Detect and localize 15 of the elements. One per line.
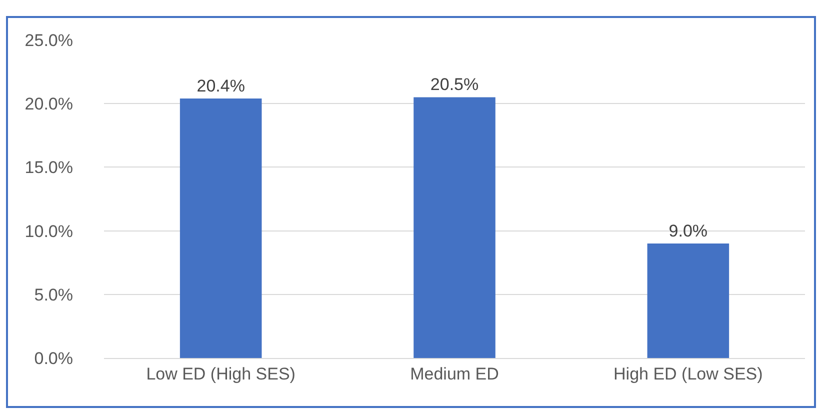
y-tick-label: 20.0%	[24, 94, 73, 114]
bar	[647, 244, 730, 358]
x-tick-label: Medium ED	[410, 364, 499, 384]
y-tick-label: 0.0%	[34, 348, 73, 368]
y-tick-label: 5.0%	[34, 285, 73, 304]
x-tick-label: Low ED (High SES)	[146, 364, 296, 384]
x-tick-label: High ED (Low SES)	[614, 364, 763, 384]
y-tick-label: 25.0%	[24, 30, 73, 50]
data-label: 20.4%	[196, 76, 245, 96]
y-tick-label: 15.0%	[24, 158, 73, 178]
y-tick-label: 10.0%	[24, 222, 73, 241]
data-label: 9.0%	[668, 222, 708, 241]
data-label: 20.5%	[430, 75, 479, 94]
bar	[414, 97, 496, 358]
bar	[180, 98, 262, 358]
